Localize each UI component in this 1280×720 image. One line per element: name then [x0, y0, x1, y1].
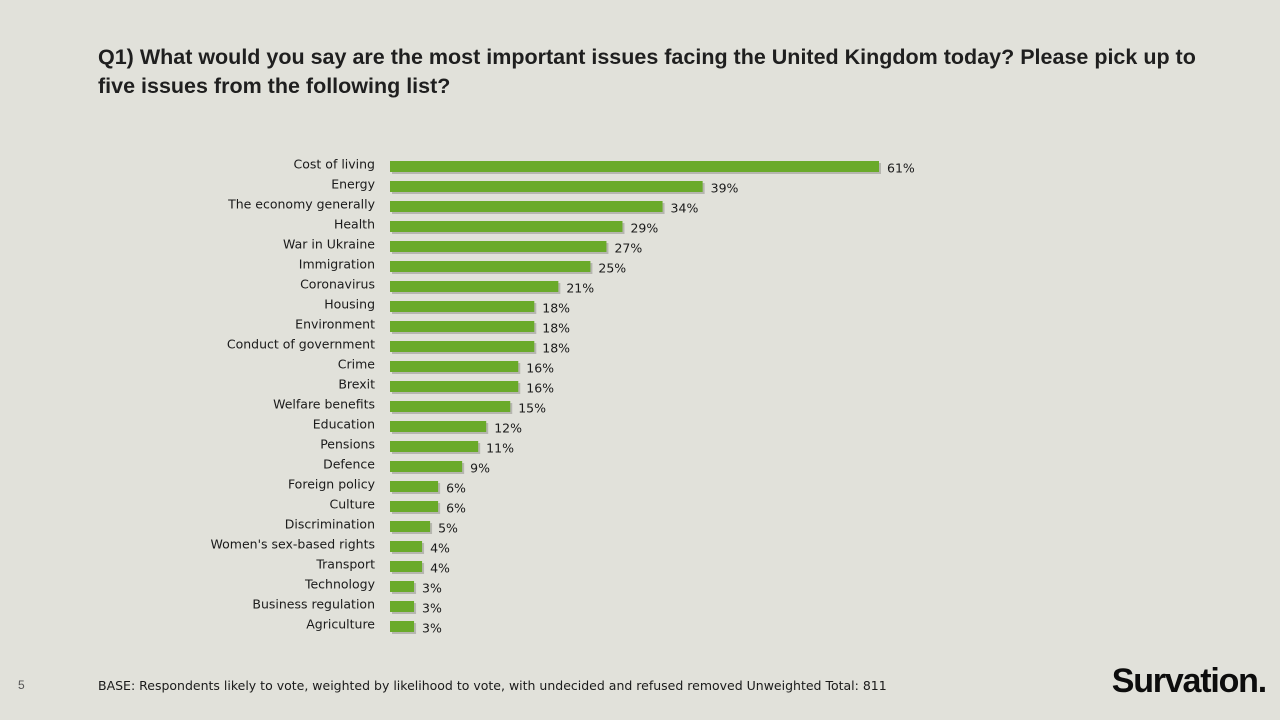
category-label: Culture — [329, 497, 375, 512]
value-label: 15% — [518, 401, 546, 416]
bar — [390, 621, 415, 632]
category-label: Health — [334, 217, 375, 232]
category-label: Welfare benefits — [273, 397, 375, 412]
value-label: 3% — [422, 621, 442, 636]
bar — [390, 421, 487, 432]
value-label: 11% — [486, 441, 514, 456]
bar — [390, 481, 439, 492]
category-label: Pensions — [320, 437, 375, 452]
base-note: BASE: Respondents likely to vote, weight… — [98, 678, 887, 693]
value-label: 18% — [542, 301, 570, 316]
category-label: Education — [313, 417, 375, 432]
value-label: 18% — [542, 321, 570, 336]
category-label: Environment — [295, 317, 375, 332]
survation-logo: Survation. — [1111, 662, 1267, 700]
category-label: Business regulation — [252, 597, 375, 612]
value-label: 6% — [446, 501, 466, 516]
bar — [390, 461, 463, 472]
bar — [390, 221, 623, 232]
value-label: 39% — [711, 181, 739, 196]
value-label: 16% — [526, 361, 554, 376]
category-label: Defence — [323, 457, 375, 472]
value-label: 9% — [470, 461, 490, 476]
category-label: Transport — [315, 557, 375, 572]
value-label: 6% — [446, 481, 466, 496]
bar — [390, 241, 607, 252]
category-label: War in Ukraine — [283, 237, 375, 252]
value-label: 3% — [422, 581, 442, 596]
bar — [390, 381, 519, 392]
bar — [390, 601, 415, 612]
value-label: 29% — [630, 221, 658, 236]
value-label: 27% — [614, 241, 642, 256]
category-label: Discrimination — [285, 517, 375, 532]
category-label: Energy — [331, 177, 375, 192]
value-label: 25% — [598, 261, 626, 276]
category-label: Cost of living — [294, 157, 375, 172]
category-label: Brexit — [338, 377, 375, 392]
bar — [390, 561, 423, 572]
bar — [390, 261, 591, 272]
bar — [390, 181, 703, 192]
category-label: Housing — [324, 297, 375, 312]
bar — [390, 341, 535, 352]
bar — [390, 441, 479, 452]
value-label: 12% — [494, 421, 522, 436]
bar — [390, 301, 535, 312]
bar — [390, 321, 535, 332]
category-label: Agriculture — [306, 617, 375, 632]
page-number: 5 — [18, 678, 25, 692]
bar — [390, 161, 879, 172]
value-label: 3% — [422, 601, 442, 616]
value-label: 34% — [671, 201, 699, 216]
category-label: Coronavirus — [300, 277, 375, 292]
value-label: 4% — [430, 541, 450, 556]
value-label: 16% — [526, 381, 554, 396]
value-label: 21% — [566, 281, 594, 296]
category-label: Immigration — [299, 257, 375, 272]
category-label: Foreign policy — [288, 477, 376, 492]
bar — [390, 501, 439, 512]
bar — [390, 401, 511, 412]
value-label: 4% — [430, 561, 450, 576]
bar — [390, 581, 415, 592]
bar — [390, 201, 663, 212]
bar — [390, 521, 431, 532]
category-label: The economy generally — [227, 197, 376, 212]
category-label: Women's sex-based rights — [211, 537, 375, 552]
category-label: Conduct of government — [227, 337, 375, 352]
value-label: 61% — [887, 161, 915, 176]
bar — [390, 361, 519, 372]
category-label: Crime — [338, 357, 376, 372]
value-label: 18% — [542, 341, 570, 356]
bar — [390, 281, 559, 292]
bar — [390, 541, 423, 552]
value-label: 5% — [438, 521, 458, 536]
chart-title: Q1) What would you say are the most impo… — [98, 45, 1196, 98]
category-label: Technology — [304, 577, 376, 592]
